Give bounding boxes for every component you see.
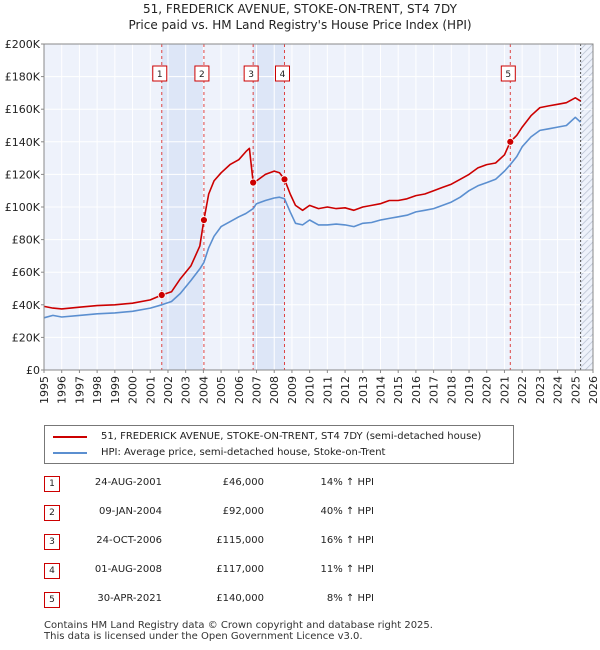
- transaction-price: £115,000: [216, 535, 264, 546]
- y-tick-label: £120K: [5, 168, 41, 181]
- series-line-hpi: [43, 116, 582, 319]
- transaction-price: £140,000: [216, 593, 264, 604]
- x-tick-label: 2010: [304, 376, 317, 404]
- transaction-point: [280, 175, 289, 184]
- x-tick-label: 2015: [392, 376, 405, 404]
- transaction-hpi: 8% ↑ HPI: [326, 593, 374, 604]
- transaction-hpi: 40% ↑ HPI: [320, 506, 374, 517]
- transaction-label: 2: [199, 70, 205, 80]
- x-tick-label: 2021: [498, 376, 511, 404]
- x-tick-label: 2026: [587, 376, 600, 404]
- transaction-point: [200, 216, 208, 224]
- x-tick-label: 2009: [286, 376, 299, 404]
- chart-legend: 51, FREDERICK AVENUE, STOKE-ON-TRENT, ST…: [44, 425, 514, 464]
- x-tick-label: 2018: [445, 376, 458, 404]
- x-tick-label: 1998: [91, 376, 104, 404]
- x-tick-label: 2004: [197, 376, 210, 404]
- x-tick-label: 2005: [215, 376, 228, 404]
- legend-swatch-property: [53, 435, 87, 438]
- x-tick-label: 2024: [552, 376, 565, 404]
- legend-item-property: 51, FREDERICK AVENUE, STOKE-ON-TRENT, ST…: [53, 431, 481, 442]
- x-tick-label: 2011: [321, 376, 334, 404]
- x-tick-label: 2016: [410, 376, 423, 404]
- x-tick-label: 2017: [428, 376, 441, 404]
- table-row: 5 30-APR-2021 £140,000 8% ↑ HPI: [44, 590, 384, 619]
- transaction-marker-5: 5: [44, 592, 60, 608]
- transaction-date: 24-OCT-2006: [96, 535, 162, 546]
- x-tick-label: 2022: [516, 376, 529, 404]
- transaction-label: 4: [280, 70, 286, 80]
- x-tick-label: 2000: [127, 376, 140, 404]
- footer: Contains HM Land Registry data © Crown c…: [44, 620, 433, 642]
- transaction-marker-2: 2: [44, 505, 60, 521]
- legend-item-hpi: HPI: Average price, semi-detached house,…: [53, 447, 385, 458]
- x-tick-label: 2008: [268, 376, 281, 404]
- x-tick-label: 2019: [463, 376, 476, 404]
- transaction-hpi: 14% ↑ HPI: [320, 477, 374, 488]
- transaction-label-box: [152, 65, 168, 82]
- y-tick-label: £60K: [12, 266, 41, 279]
- x-tick-label: 2002: [162, 376, 175, 404]
- x-tick-label: 2003: [180, 376, 193, 404]
- x-tick-label: 2001: [144, 376, 157, 404]
- transaction-label-box: [243, 65, 259, 82]
- transaction-label-box: [274, 65, 290, 82]
- price-chart: 1 2 3 4 5 £0 £20K £40K £60K £80K £100K £120K £140K £1…: [5, 38, 600, 404]
- transaction-hpi: 11% ↑ HPI: [320, 564, 374, 575]
- transaction-label: 3: [248, 70, 254, 80]
- x-tick-label: 2020: [481, 376, 494, 404]
- transaction-price: £46,000: [222, 477, 264, 488]
- x-tick-label: 1997: [73, 376, 86, 404]
- table-row: 2 09-JAN-2004 £92,000 40% ↑ HPI: [44, 503, 384, 532]
- series-line-property: [43, 97, 582, 310]
- x-tick-label: 2014: [374, 376, 387, 404]
- footer-license: This data is licensed under the Open Gov…: [44, 631, 363, 642]
- x-tick-label: 2007: [251, 376, 264, 404]
- transaction-label: 5: [505, 70, 511, 80]
- x-tick-label: 2013: [357, 376, 370, 404]
- legend-label-property: 51, FREDERICK AVENUE, STOKE-ON-TRENT, ST…: [101, 431, 482, 442]
- y-tick-label: £20K: [12, 331, 41, 344]
- y-tick-label: £40K: [12, 299, 41, 312]
- x-tick-label: 1996: [56, 376, 69, 404]
- table-row: 1 24-AUG-2001 £46,000 14% ↑ HPI: [44, 474, 384, 503]
- y-tick-label: £100K: [5, 201, 41, 214]
- transaction-date: 09-JAN-2004: [98, 506, 162, 517]
- x-tick-label: 2006: [233, 376, 246, 404]
- y-tick-label: £80K: [12, 234, 41, 247]
- transaction-price: £117,000: [216, 564, 264, 575]
- transaction-label: 1: [157, 70, 163, 80]
- transaction-label-box: [500, 65, 516, 82]
- table-row: 3 24-OCT-2006 £115,000 16% ↑ HPI: [44, 532, 384, 561]
- transaction-point: [157, 291, 166, 299]
- legend-label-hpi: HPI: Average price, semi-detached house,…: [101, 447, 386, 458]
- table-row: 4 01-AUG-2008 £117,000 11% ↑ HPI: [44, 561, 384, 590]
- chart-title: 51, FREDERICK AVENUE, STOKE-ON-TRENT, ST…: [143, 2, 457, 16]
- transaction-marker-4: 4: [44, 563, 60, 579]
- y-tick-label: £160K: [5, 103, 41, 116]
- footer-copyright: Contains HM Land Registry data © Crown c…: [44, 620, 433, 631]
- y-tick-label: £180K: [5, 71, 41, 84]
- x-tick-label: 2025: [569, 376, 582, 404]
- chart-subtitle: Price paid vs. HM Land Registry's House …: [128, 18, 472, 32]
- x-tick-label: 1999: [109, 376, 122, 404]
- transaction-point: [506, 137, 515, 146]
- transaction-price: £92,000: [222, 506, 264, 517]
- y-tick-label: £140K: [5, 136, 41, 149]
- transaction-date: 24-AUG-2001: [94, 477, 162, 488]
- x-tick-label: 2012: [339, 376, 352, 404]
- transaction-label-box: [194, 65, 210, 82]
- transactions-table: 1 24-AUG-2001 £46,000 14% ↑ HPI 2 09-JAN…: [44, 474, 384, 619]
- legend-swatch-hpi: [53, 451, 87, 454]
- y-tick-label: £200K: [5, 38, 41, 51]
- transaction-marker-3: 3: [44, 534, 60, 550]
- transaction-hpi: 16% ↑ HPI: [320, 535, 374, 546]
- transaction-point: [249, 178, 258, 187]
- y-tick-label: £0: [26, 364, 40, 377]
- transaction-date: 30-APR-2021: [97, 593, 162, 604]
- transaction-marker-1: 1: [44, 476, 60, 492]
- x-tick-label: 1995: [38, 376, 51, 404]
- x-tick-label: 2023: [534, 376, 547, 404]
- transaction-date: 01-AUG-2008: [94, 564, 162, 575]
